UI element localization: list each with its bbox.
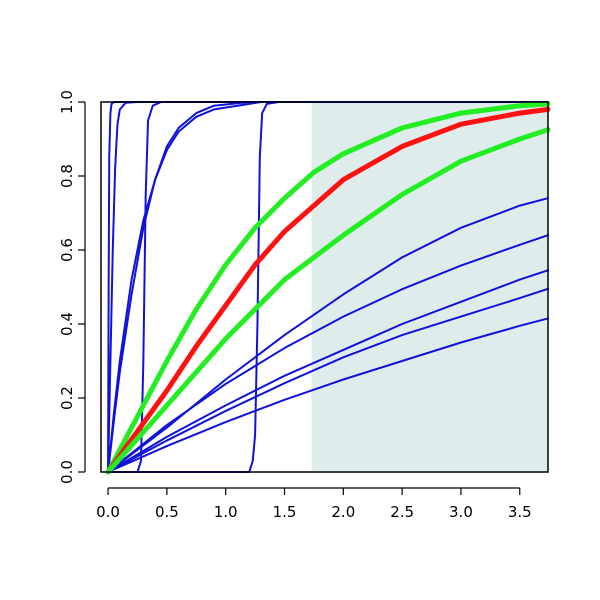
series-line-13	[105, 127, 551, 475]
x-tick-label: 1.5	[273, 503, 297, 521]
y-tick-label: 0.6	[58, 238, 76, 262]
shaded-region-layer	[311, 102, 548, 472]
x-tick-label: 2.0	[331, 503, 355, 521]
series-line-5	[107, 101, 549, 473]
y-tick-label: 0.2	[58, 386, 76, 410]
series-line-11	[105, 101, 551, 475]
plot-frame	[100, 101, 549, 473]
series-line-10	[107, 197, 549, 473]
series-line-4	[107, 101, 549, 473]
y-tick-label: 0.0	[58, 460, 76, 484]
series-line-7	[107, 269, 549, 473]
x-tick-label: 2.5	[390, 503, 414, 521]
x-tick-label: 0.5	[155, 503, 179, 521]
x-tick-label: 0.0	[96, 503, 120, 521]
x-axis: 0.0 0.5 1.0 1.5 2.0 2.5 3.0 3.5	[96, 487, 532, 521]
y-tick-label: 1.0	[58, 90, 76, 114]
y-tick-label: 0.8	[58, 164, 76, 188]
series-line-2	[107, 101, 549, 473]
series-line-3	[107, 101, 549, 473]
series-line-12	[105, 106, 551, 475]
x-tick-label: 3.5	[508, 503, 532, 521]
series-line-9	[107, 317, 549, 473]
series-layer	[105, 101, 551, 475]
y-tick-label: 0.4	[58, 312, 76, 336]
series-line-8	[107, 287, 549, 473]
shaded-region	[311, 102, 548, 472]
x-tick-label: 1.0	[214, 503, 238, 521]
y-axis: 0.0 0.2 0.4 0.6 0.8 1.0	[58, 90, 86, 484]
x-tick-label: 3.0	[449, 503, 473, 521]
